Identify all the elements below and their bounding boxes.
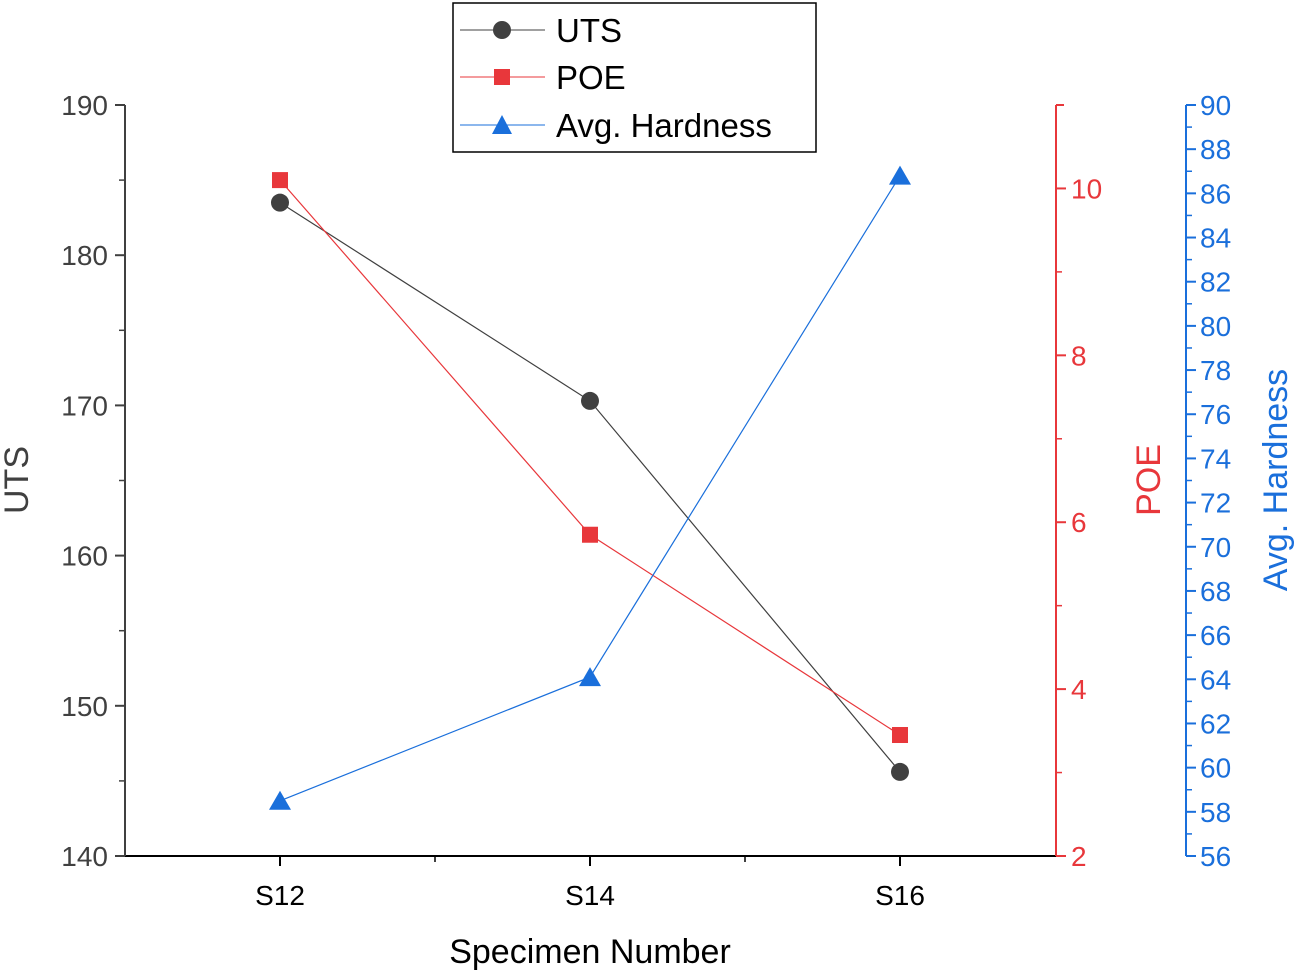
hardness-tick-label: 58 (1200, 797, 1231, 828)
series-layer (269, 165, 911, 810)
point-avg-hardness (269, 790, 291, 810)
legend-label-poe: POE (556, 59, 626, 96)
series-line-poe (279, 179, 901, 736)
hardness-tick-label: 80 (1200, 311, 1231, 342)
hardness-tick-label: 90 (1200, 90, 1231, 121)
point-poe (582, 526, 598, 543)
uts-tick-label: 160 (61, 541, 108, 572)
poe-tick-label: 8 (1071, 340, 1087, 371)
hardness-tick-label: 68 (1200, 576, 1231, 607)
hardness-axis-title: Avg. Hardness (1257, 369, 1295, 591)
legend-entry-poe: POE (460, 59, 626, 96)
legend-entry-hardness: Avg. Hardness (460, 107, 772, 144)
legend-entry-uts: UTS (460, 12, 622, 49)
series-line-avg-hardness (279, 175, 901, 802)
axes-layer: S12 S14 S16 Specimen Number 140 150 160 170 180 1… (0, 90, 1295, 971)
point-avg-hardness (579, 667, 601, 687)
hardness-tick-label: 70 (1200, 532, 1231, 563)
hardness-tick-label: 88 (1200, 134, 1231, 165)
point-uts (581, 391, 599, 410)
hardness-tick-label: 56 (1200, 841, 1231, 872)
hardness-tick-label: 64 (1200, 664, 1231, 695)
point-uts (891, 762, 909, 781)
hardness-tick-label: 66 (1200, 620, 1231, 651)
uts-axis-title: UTS (0, 446, 36, 514)
poe-tick-label: 6 (1071, 507, 1087, 538)
legend-label-uts: UTS (556, 12, 622, 49)
hardness-tick-label: 82 (1200, 267, 1231, 298)
x-tick-label: S12 (255, 880, 305, 911)
uts-tick-label: 150 (61, 691, 108, 722)
x-axis-title: Specimen Number (449, 933, 731, 971)
legend-marker-poe (494, 69, 510, 85)
hardness-tick-label: 84 (1200, 223, 1231, 254)
point-poe (892, 727, 908, 744)
poe-tick-label: 2 (1071, 841, 1087, 872)
legend-marker-uts (493, 21, 511, 39)
point-poe (272, 172, 288, 189)
point-uts (271, 193, 289, 212)
hardness-tick-label: 72 (1200, 488, 1231, 519)
point-avg-hardness (889, 165, 911, 185)
poe-tick-label: 4 (1071, 674, 1087, 705)
series-line-uts (279, 202, 901, 773)
hardness-tick-label: 76 (1200, 399, 1231, 430)
poe-axis-title: POE (1130, 444, 1168, 516)
legend: UTS POE Avg. Hardness (452, 2, 817, 153)
uts-tick-label: 180 (61, 240, 108, 271)
hardness-tick-label: 74 (1200, 443, 1231, 474)
legend-label-hardness: Avg. Hardness (556, 107, 772, 144)
x-tick-label: S16 (875, 880, 925, 911)
poe-tick-label: 10 (1071, 173, 1102, 204)
hardness-tick-label: 62 (1200, 708, 1231, 739)
uts-tick-label: 140 (61, 841, 108, 872)
uts-tick-label: 190 (61, 90, 108, 121)
hardness-tick-label: 86 (1200, 178, 1231, 209)
hardness-tick-label: 60 (1200, 753, 1231, 784)
hardness-tick-label: 78 (1200, 355, 1231, 386)
x-tick-label: S14 (565, 880, 615, 911)
legend-marker-hardness (492, 115, 512, 134)
uts-tick-label: 170 (61, 390, 108, 421)
